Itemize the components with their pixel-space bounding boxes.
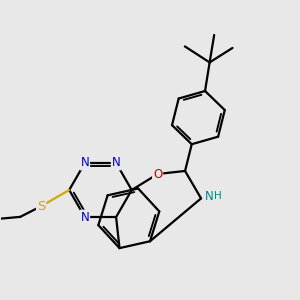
Text: O: O (153, 167, 162, 181)
Text: S: S (37, 200, 45, 213)
Text: N: N (80, 157, 89, 169)
Text: N: N (80, 211, 89, 224)
Text: H: H (214, 191, 222, 202)
Text: N: N (112, 157, 121, 169)
Text: N: N (205, 190, 214, 203)
